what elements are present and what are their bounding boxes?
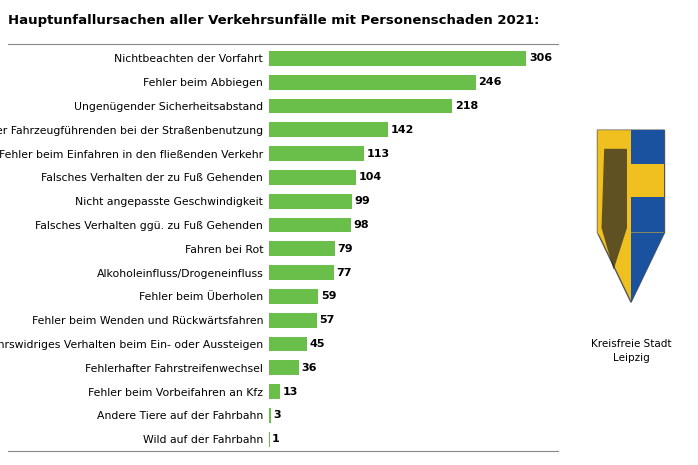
Bar (269, 218, 351, 232)
Text: 59: 59 (321, 292, 336, 301)
Bar (269, 313, 317, 327)
Text: 246: 246 (478, 77, 502, 87)
Bar (269, 408, 272, 423)
Bar (269, 170, 356, 185)
Text: 99: 99 (355, 196, 371, 206)
Text: 142: 142 (391, 125, 414, 135)
Text: Hauptunfallursachen aller Verkehrsunfälle mit Personenschaden 2021:: Hauptunfallursachen aller Verkehrsunfäll… (8, 14, 540, 27)
Bar (269, 265, 334, 280)
Bar (269, 122, 388, 137)
Bar (269, 51, 526, 66)
Text: 104: 104 (359, 173, 382, 182)
Text: 1: 1 (272, 434, 280, 444)
Text: 45: 45 (309, 339, 325, 349)
Text: 306: 306 (529, 53, 552, 63)
Polygon shape (631, 197, 664, 232)
Polygon shape (631, 130, 664, 164)
Text: Kreisfreie Stadt
Leipzig: Kreisfreie Stadt Leipzig (591, 339, 671, 363)
Text: 113: 113 (366, 149, 389, 159)
Polygon shape (602, 149, 627, 270)
Bar (269, 99, 452, 113)
Bar (269, 75, 476, 90)
Bar (269, 360, 299, 375)
Polygon shape (631, 232, 664, 302)
Polygon shape (597, 130, 631, 281)
Text: 98: 98 (354, 220, 369, 230)
Bar (269, 241, 335, 256)
Bar (269, 289, 318, 304)
Text: 36: 36 (302, 363, 317, 373)
Bar (269, 384, 280, 399)
Polygon shape (631, 164, 664, 197)
Text: 3: 3 (274, 410, 281, 420)
Bar (269, 194, 352, 209)
Text: 77: 77 (336, 267, 352, 278)
Bar (269, 146, 364, 161)
Bar (269, 337, 306, 352)
Polygon shape (597, 130, 664, 302)
Text: 218: 218 (455, 101, 478, 111)
Text: 57: 57 (319, 315, 334, 325)
Text: 79: 79 (338, 244, 353, 254)
Text: 13: 13 (282, 386, 297, 397)
